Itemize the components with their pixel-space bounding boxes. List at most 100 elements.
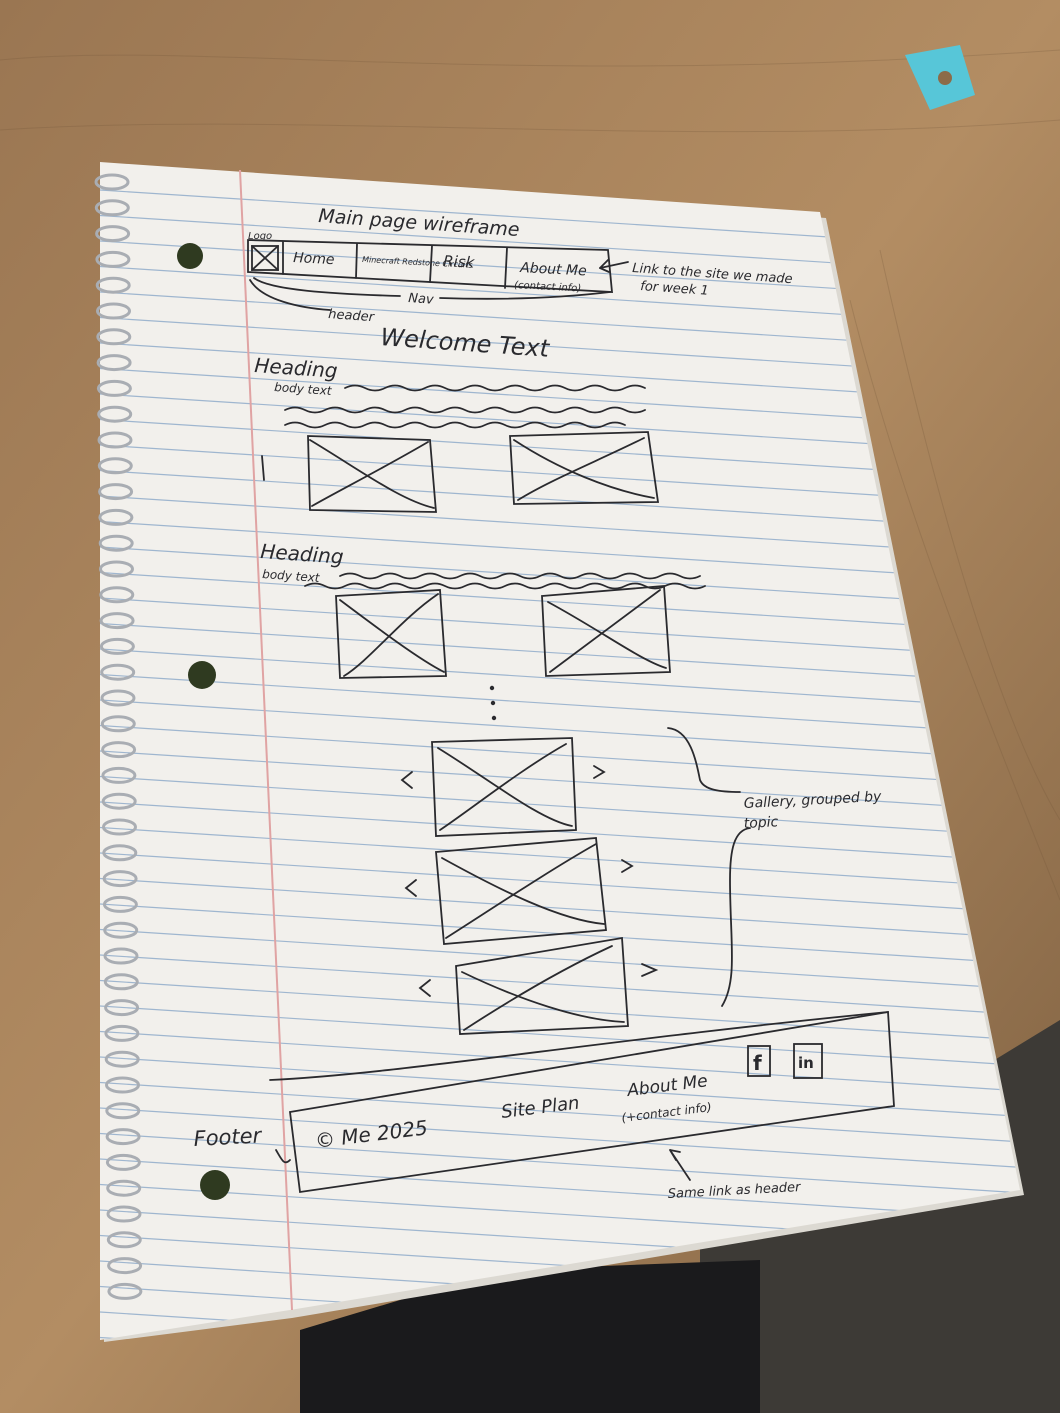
section2-image-placeholder-2 <box>541 585 671 677</box>
spiral-ring <box>103 947 139 965</box>
link-note-line2: for week 1 <box>640 279 709 299</box>
ruled-line <box>100 826 1020 889</box>
ruled-line <box>100 775 1020 838</box>
carousel2-next-arrow[interactable] <box>621 859 634 873</box>
spiral-ring <box>101 792 137 810</box>
ruled-line <box>100 1158 1020 1220</box>
gallery-brace-bottom <box>721 827 751 1007</box>
spiral-ring <box>102 870 138 888</box>
spiral-ring <box>104 1024 140 1042</box>
ruled-line <box>100 699 1020 761</box>
section1-image-placeholder-1 <box>307 435 437 513</box>
nav-item-about-me[interactable]: About Me <box>519 260 587 280</box>
ruled-line <box>100 750 1020 812</box>
section2-body-label: body text <box>262 567 322 585</box>
spiral-ring <box>107 1257 143 1275</box>
nav-brace <box>253 277 611 300</box>
header-brace <box>249 279 331 311</box>
nav-item-risk[interactable]: Risk <box>443 252 476 272</box>
section2-heading: Heading <box>260 539 345 569</box>
linkedin-icon[interactable]: in <box>793 1043 823 1079</box>
section2-body-squiggles <box>304 572 706 590</box>
footer-label: Footer <box>193 1123 263 1151</box>
spiral-ring <box>105 1128 141 1146</box>
same-link-note: Same link as header <box>667 1180 802 1202</box>
ruled-line <box>100 622 1020 685</box>
footer-pointer-arrow <box>275 1149 291 1164</box>
spiral-ring <box>96 379 132 397</box>
binder-holes <box>177 243 230 1200</box>
spiral-ring <box>100 663 136 681</box>
ruled-line <box>100 1081 1020 1144</box>
spiral-ring <box>105 1076 140 1094</box>
logo-placeholder <box>251 245 279 271</box>
carousel1-prev-arrow[interactable] <box>400 771 413 789</box>
spiral-ring <box>101 766 137 784</box>
nav-label: Nav <box>408 291 435 308</box>
facebook-glyph: f <box>753 1051 762 1075</box>
link-arrow <box>599 261 629 269</box>
facebook-icon[interactable]: f <box>747 1045 771 1077</box>
spiral-ring <box>100 715 136 733</box>
spiral-ring <box>96 354 132 372</box>
ruled-line <box>100 1005 1020 1067</box>
gallery-carousel-1 <box>400 737 606 837</box>
section1-heading: Heading <box>254 353 339 383</box>
spiral-ring <box>102 895 138 913</box>
carousel1-next-arrow[interactable] <box>593 765 606 779</box>
ruled-line <box>100 877 1020 940</box>
spiral-ring <box>106 1231 142 1249</box>
ruled-line <box>100 571 1020 634</box>
footer-top-divider <box>269 1011 889 1081</box>
ruled-line <box>100 979 1020 1042</box>
wood-grain <box>0 49 1060 901</box>
footer-box <box>288 1010 895 1194</box>
nav-item-home[interactable]: Home <box>293 250 335 268</box>
header-nav-bar <box>247 239 613 293</box>
ruled-line <box>100 954 1020 1016</box>
spiral-ring <box>99 560 134 578</box>
gallery-carousel-2 <box>404 837 634 945</box>
ruled-line <box>100 673 1020 736</box>
spiral-ring <box>104 999 140 1017</box>
gallery-brace-top <box>667 727 741 793</box>
spiral-ring <box>101 741 137 759</box>
spiral-ring <box>100 689 136 707</box>
ruled-line <box>100 724 1020 787</box>
spiral-ring <box>96 328 132 346</box>
dark-cloth <box>300 1260 760 1413</box>
ruled-line <box>100 597 1020 659</box>
header-label: header <box>328 307 376 325</box>
spiral-ring <box>105 1102 141 1120</box>
carousel3-next-arrow[interactable] <box>641 963 659 977</box>
spiral-ring <box>95 250 131 268</box>
spiral-ring <box>104 1050 140 1068</box>
spiral-binding <box>94 173 143 1300</box>
spiral-ring <box>103 973 139 991</box>
ruled-line <box>100 648 1020 710</box>
ruled-line <box>100 520 1020 583</box>
spiral-ring <box>102 844 138 862</box>
same-link-arrow <box>669 1149 691 1181</box>
nav-about-contact: (contact info) <box>514 280 582 295</box>
spiral-ring <box>102 818 137 836</box>
spiral-ring <box>95 225 131 243</box>
spiral-ring <box>99 586 135 604</box>
spiral-ring <box>95 276 131 294</box>
spiral-ring <box>98 508 134 526</box>
ruled-line <box>100 1107 1020 1169</box>
section1-image-placeholder-2 <box>509 431 660 505</box>
section2-image-placeholder-1 <box>335 589 447 679</box>
spiral-ring <box>99 637 135 655</box>
logo-label: Logo <box>248 231 272 242</box>
carousel3-prev-arrow[interactable] <box>418 979 431 997</box>
ruled-line <box>100 1056 1020 1118</box>
ruled-line <box>100 852 1020 914</box>
spiral-ring <box>99 612 135 630</box>
spiral-ring <box>106 1179 142 1197</box>
gallery-note-line1: Gallery, grouped by <box>743 789 882 812</box>
carousel2-prev-arrow[interactable] <box>404 879 417 897</box>
spiral-ring <box>107 1282 143 1300</box>
spiral-ring <box>106 1205 142 1223</box>
